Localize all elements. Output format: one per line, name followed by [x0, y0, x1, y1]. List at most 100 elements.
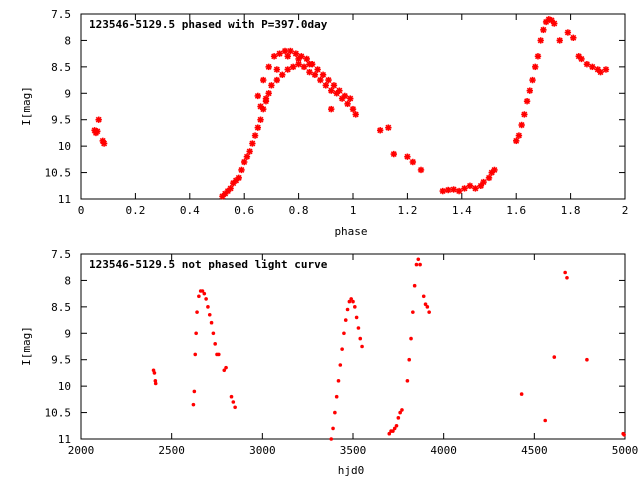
unphased-data-point	[191, 402, 196, 407]
phased-data-point	[257, 116, 264, 123]
phased-data-point	[461, 185, 468, 192]
phased-x-tick-label: 1.2	[397, 204, 417, 217]
unphased-y-ticks: 7.5 8 8.5 9 9.5 10 10.5 11	[45, 248, 625, 446]
phased-data-point	[336, 87, 343, 94]
unphased-data-point	[222, 368, 227, 373]
unphased-data-point	[213, 342, 217, 346]
unphased-data-point	[345, 307, 350, 312]
unphased-data-point	[414, 262, 419, 267]
phased-data-point	[300, 63, 308, 71]
phased-data-point	[246, 148, 253, 155]
phased-data-point	[518, 121, 525, 129]
unphased-data-point	[217, 352, 221, 357]
phased-data-point	[578, 55, 585, 63]
unphased-data-point	[405, 379, 410, 383]
unphased-data-point	[331, 426, 335, 431]
phased-data-point	[409, 158, 417, 166]
unphased-x-tick-label: 2000	[68, 444, 95, 457]
phased-data-point	[257, 103, 264, 110]
phased-data-point	[254, 92, 261, 100]
unphased-data-point	[200, 289, 205, 293]
unphased-data-point	[224, 365, 228, 370]
phased-data-point	[306, 68, 313, 76]
unphased-x-tick-label: 5000	[612, 444, 639, 457]
unphased-x-axis-label: hjd0	[338, 464, 365, 477]
unphased-data-point	[351, 299, 355, 304]
phased-data-point	[295, 55, 302, 63]
phased-data-point	[523, 98, 531, 105]
phased-data-point	[238, 166, 245, 174]
phased-data-point	[472, 185, 479, 192]
unphased-x-tick-label: 4500	[521, 444, 548, 457]
phased-data-point	[390, 150, 397, 158]
phased-data-point	[491, 166, 498, 174]
phased-data-point	[570, 34, 577, 41]
phased-data-point	[455, 187, 463, 195]
unphased-data-point	[202, 291, 207, 296]
phased-data-point	[270, 53, 278, 60]
phased-data-point	[273, 66, 281, 73]
unphased-data-point	[622, 432, 626, 437]
phased-data-point	[325, 76, 332, 84]
unphased-y-axis-label: I[mag]	[20, 326, 33, 366]
phased-y-tick-label: 7.5	[51, 8, 71, 21]
unphased-data-point	[342, 331, 346, 336]
unphased-data-point	[336, 379, 341, 383]
phased-data-point	[260, 76, 267, 84]
unphased-data-point	[421, 294, 426, 299]
phased-data-point	[564, 29, 572, 36]
unphased-data-point	[334, 394, 339, 399]
unphased-data-point	[152, 371, 157, 375]
unphased-data-point	[585, 357, 589, 362]
unphased-y-tick-label: 9	[64, 327, 71, 340]
phased-x-tick-label: 1.6	[506, 204, 526, 217]
unphased-data-point	[356, 326, 361, 330]
phased-data-point	[352, 111, 359, 118]
phased-data-point	[227, 185, 234, 192]
phased-y-tick-label: 8.5	[51, 61, 71, 74]
phased-chart-title: 123546-5129.5 phased with P=397.0day	[89, 18, 328, 31]
phased-y-tick-label: 10	[58, 140, 71, 153]
unphased-data-point	[206, 305, 210, 309]
phased-data-point	[317, 76, 324, 84]
unphased-chart-title: 123546-5129.5 not phased light curve	[89, 258, 328, 271]
unphased-data-point	[343, 318, 348, 322]
phased-data-point	[276, 50, 283, 57]
phased-data-point	[404, 153, 411, 160]
phased-x-tick-label: 1	[350, 204, 357, 217]
phased-data-point	[235, 174, 242, 182]
phased-data-point	[249, 140, 256, 147]
phased-data-point	[330, 82, 338, 89]
phased-data-point	[292, 50, 300, 57]
phased-x-tick-label: 2	[622, 204, 629, 217]
phased-data-point	[287, 47, 294, 55]
phased-y-tick-label: 11	[58, 193, 71, 206]
phased-data-point	[279, 71, 286, 78]
phased-x-tick-label: 0.8	[289, 204, 309, 217]
phased-data-point	[540, 26, 547, 34]
unphased-data-point	[407, 357, 412, 362]
unphased-chart: 123546-5129.5 not phased light curve 200…	[20, 248, 638, 477]
phased-data-point	[328, 87, 335, 94]
unphased-data-point	[329, 437, 334, 441]
phased-data-point	[515, 132, 523, 139]
phased-data-point	[306, 61, 313, 68]
unphased-data-point	[204, 297, 208, 301]
phased-data-point	[548, 17, 555, 24]
unphased-data-point	[425, 305, 430, 309]
unphased-data-point	[211, 331, 216, 336]
phased-data-point	[344, 100, 351, 108]
unphased-data-point	[197, 294, 201, 299]
unphased-x-tick-label: 4000	[430, 444, 457, 457]
phased-data-point	[95, 116, 102, 123]
unphased-data-point	[392, 426, 397, 431]
phased-data-point	[377, 127, 384, 134]
phased-data-point	[265, 90, 272, 97]
unphased-data-point	[347, 299, 352, 304]
phased-data-point	[597, 68, 604, 76]
phased-data-point	[341, 92, 349, 100]
phased-data-point	[284, 53, 291, 60]
unphased-data-point	[519, 392, 524, 396]
phased-x-tick-label: 0.2	[125, 204, 145, 217]
phased-data-point	[94, 128, 101, 135]
